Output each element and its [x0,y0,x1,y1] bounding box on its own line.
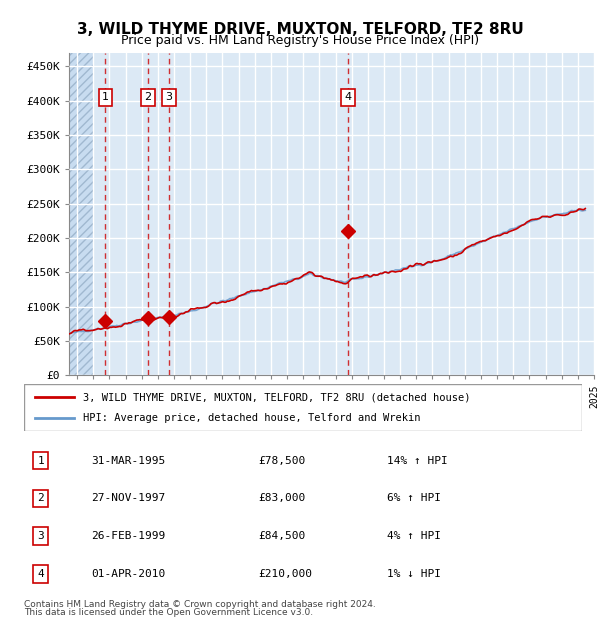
Text: £210,000: £210,000 [259,569,313,579]
Text: 14% ↑ HPI: 14% ↑ HPI [387,456,448,466]
Text: 01-APR-2010: 01-APR-2010 [91,569,165,579]
Text: £83,000: £83,000 [259,494,305,503]
Text: 1% ↓ HPI: 1% ↓ HPI [387,569,440,579]
Text: 3, WILD THYME DRIVE, MUXTON, TELFORD, TF2 8RU: 3, WILD THYME DRIVE, MUXTON, TELFORD, TF… [77,22,523,37]
Text: 2: 2 [37,494,44,503]
FancyBboxPatch shape [24,384,582,431]
Text: 26-FEB-1999: 26-FEB-1999 [91,531,165,541]
Text: 31-MAR-1995: 31-MAR-1995 [91,456,165,466]
Text: 1: 1 [102,92,109,102]
Text: 3: 3 [165,92,172,102]
Text: 1: 1 [37,456,44,466]
Text: 4: 4 [344,92,351,102]
Text: This data is licensed under the Open Government Licence v3.0.: This data is licensed under the Open Gov… [24,608,313,617]
Text: 3, WILD THYME DRIVE, MUXTON, TELFORD, TF2 8RU (detached house): 3, WILD THYME DRIVE, MUXTON, TELFORD, TF… [83,392,470,402]
Text: 27-NOV-1997: 27-NOV-1997 [91,494,165,503]
Text: 6% ↑ HPI: 6% ↑ HPI [387,494,440,503]
Text: £78,500: £78,500 [259,456,305,466]
Text: HPI: Average price, detached house, Telford and Wrekin: HPI: Average price, detached house, Telf… [83,413,420,423]
Bar [69,53,93,375]
Text: Price paid vs. HM Land Registry's House Price Index (HPI): Price paid vs. HM Land Registry's House … [121,34,479,47]
Text: 4% ↑ HPI: 4% ↑ HPI [387,531,440,541]
Text: 3: 3 [37,531,44,541]
Text: Contains HM Land Registry data © Crown copyright and database right 2024.: Contains HM Land Registry data © Crown c… [24,600,376,609]
Text: 4: 4 [37,569,44,579]
Text: 2: 2 [145,92,152,102]
Text: £84,500: £84,500 [259,531,305,541]
